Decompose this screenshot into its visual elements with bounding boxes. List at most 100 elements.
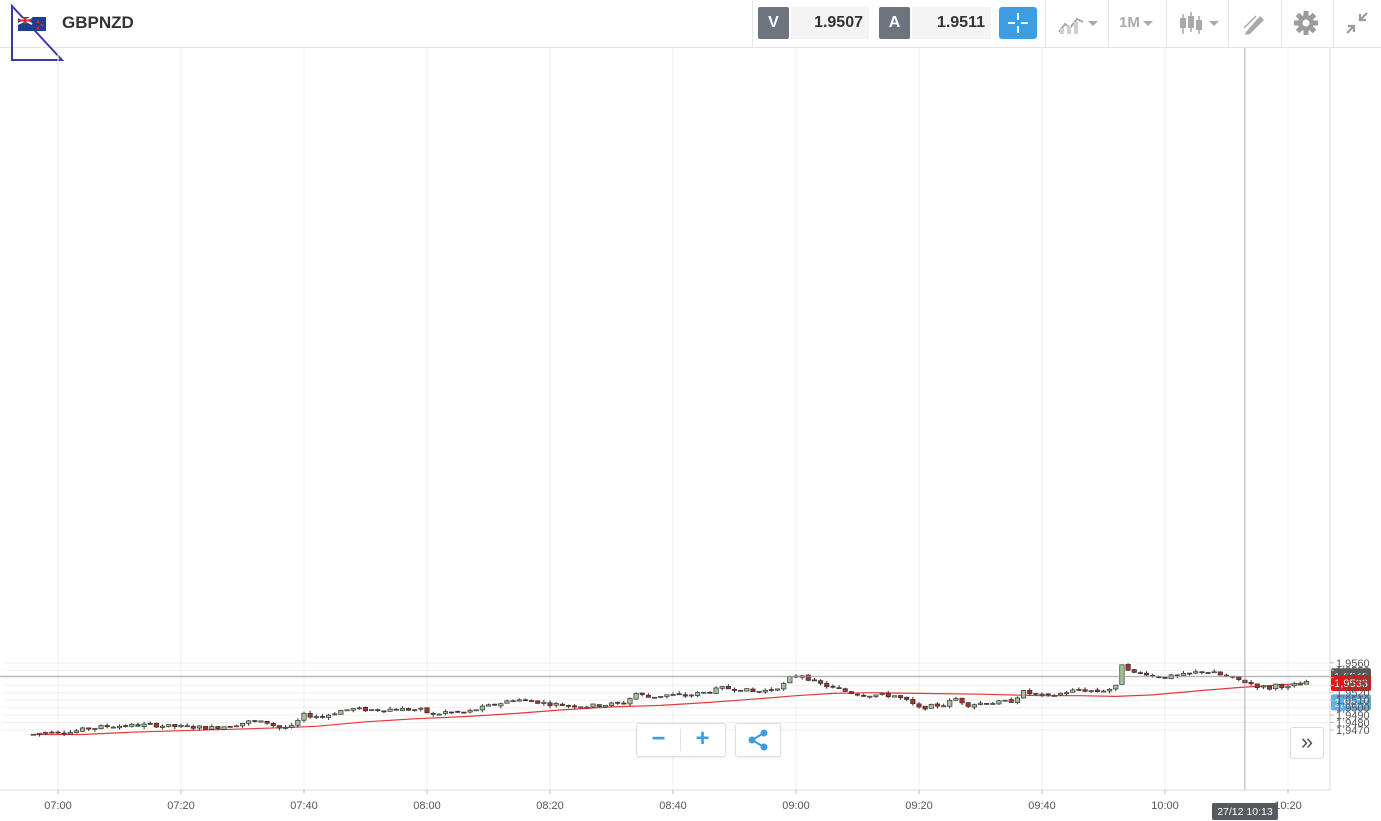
candle [1082, 687, 1088, 693]
candlestick-button[interactable] [1178, 8, 1222, 38]
time-tick-label: 09:40 [1028, 800, 1056, 812]
price-tick-label: 1,9520 [1336, 688, 1370, 700]
zoom-out-button[interactable]: − [651, 725, 666, 752]
candle [547, 700, 553, 709]
candle [473, 709, 479, 712]
crosshair-time-tag: 27/12 10:13 [1217, 806, 1273, 818]
candle [953, 696, 959, 701]
candle [830, 684, 836, 689]
candle [1285, 684, 1291, 691]
candle [842, 687, 848, 692]
candle [1008, 697, 1014, 703]
candle [1027, 688, 1033, 696]
candle [768, 687, 774, 693]
candle [787, 675, 793, 684]
collapse-button[interactable] [1343, 8, 1371, 38]
price-tick-label: 1,9480 [1336, 718, 1370, 730]
timeframe-label: 1M [1119, 14, 1140, 31]
candle [239, 723, 246, 728]
candle [412, 709, 418, 712]
candle [848, 691, 854, 695]
candle [215, 725, 221, 730]
candle [1143, 671, 1150, 677]
zoom-controls: − + [636, 723, 726, 757]
buy-label[interactable]: A [879, 7, 910, 39]
candle [1020, 689, 1027, 699]
time-tick-label: 07:40 [290, 800, 318, 812]
candle [49, 730, 55, 734]
sell-price[interactable]: 1.9507 [791, 7, 869, 39]
candle [572, 703, 578, 709]
sell-label[interactable]: V [758, 7, 789, 39]
candle [824, 681, 830, 689]
share-button[interactable] [735, 723, 781, 757]
candle [608, 701, 615, 707]
candle [387, 706, 393, 712]
candle [934, 702, 941, 709]
candle [1002, 699, 1008, 702]
candle [283, 725, 289, 730]
bid-price-tag-bg [1331, 694, 1371, 711]
candle [190, 724, 196, 731]
candle [879, 692, 885, 696]
buy-price[interactable]: 1.9511 [912, 7, 991, 39]
candle [522, 698, 528, 702]
candle [264, 720, 270, 725]
candlestick-icon [1180, 12, 1202, 34]
candle [455, 710, 461, 714]
candle [184, 723, 190, 728]
candle [873, 694, 879, 699]
candle [1039, 692, 1045, 698]
chart-type-icon [1058, 17, 1084, 34]
candle [707, 691, 713, 694]
candle [541, 699, 547, 706]
candle [805, 674, 811, 682]
candle [418, 707, 424, 712]
candle [965, 702, 971, 709]
time-tick-label: 07:20 [167, 800, 195, 812]
last-price-tag: 1,9533 [1334, 678, 1368, 690]
candle [270, 721, 276, 728]
scroll-to-latest-button[interactable]: » [1290, 727, 1324, 759]
candle [676, 691, 682, 696]
candle [922, 705, 928, 711]
candle [1100, 689, 1107, 693]
candle [578, 706, 584, 709]
candle [590, 703, 596, 708]
last-price-tag-bg [1331, 675, 1371, 692]
settings-button[interactable] [1293, 8, 1321, 38]
candle [1205, 671, 1211, 674]
chart-type-button[interactable] [1057, 8, 1101, 38]
candle [811, 677, 818, 682]
crosshair-icon [1008, 13, 1028, 33]
candle [941, 703, 947, 708]
candle [436, 713, 442, 716]
chevron-down-icon [1209, 20, 1219, 26]
candle [295, 718, 301, 728]
candle [116, 724, 123, 730]
candle [996, 699, 1002, 705]
candle [467, 708, 473, 714]
candle [947, 698, 953, 709]
price-tick-label: 1,9500 [1336, 703, 1370, 715]
toolbar-divider [1108, 0, 1109, 47]
candle [492, 703, 498, 706]
crosshair-button[interactable] [999, 7, 1037, 39]
timeframe-button[interactable]: 1M [1119, 8, 1159, 38]
candle [977, 701, 984, 706]
candle [1273, 683, 1279, 691]
candle [67, 729, 73, 735]
candle [233, 724, 239, 728]
candle [1137, 671, 1143, 675]
zoom-in-button[interactable]: + [695, 725, 710, 752]
candle [1248, 679, 1254, 687]
candle [209, 724, 215, 730]
candle [479, 704, 485, 713]
candle [153, 722, 159, 728]
candle [756, 690, 762, 694]
candle [1107, 688, 1113, 694]
drawing-tools-button[interactable] [1242, 8, 1270, 38]
candle [110, 725, 116, 729]
candle [338, 709, 344, 715]
